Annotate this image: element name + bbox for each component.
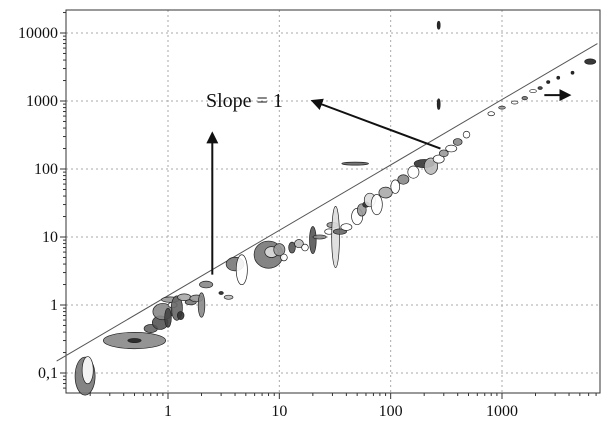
data-ellipse xyxy=(280,253,288,262)
data-ellipse xyxy=(584,58,597,65)
data-ellipse xyxy=(340,223,353,231)
data-ellipse xyxy=(510,100,519,105)
data-ellipse xyxy=(529,89,537,93)
data-ellipse xyxy=(498,105,506,110)
data-ellipse xyxy=(436,20,441,30)
data-ellipse xyxy=(199,280,214,289)
annotation-arrows xyxy=(206,89,572,275)
data-ellipse xyxy=(288,241,296,254)
data-ellipse xyxy=(197,292,206,318)
data-ellipse xyxy=(127,338,142,343)
data-ellipse xyxy=(407,165,420,179)
data-ellipse xyxy=(546,80,551,84)
data-ellipse xyxy=(423,157,438,175)
data-ellipse xyxy=(273,243,286,257)
data-ellipse xyxy=(521,96,528,101)
data-ellipse xyxy=(397,174,410,185)
data-ellipse xyxy=(218,291,224,295)
data-ellipse xyxy=(436,98,441,110)
data-ellipse xyxy=(570,70,575,75)
data-ellipse xyxy=(294,239,304,249)
y-tick-label: 1000 xyxy=(26,93,58,110)
y-tick-label: 1 xyxy=(50,297,58,314)
y-tick-label: 10000 xyxy=(18,25,58,42)
data-ellipse xyxy=(309,226,317,255)
data-ellipse xyxy=(164,307,172,328)
data-ellipse xyxy=(556,75,561,80)
data-ellipse xyxy=(537,86,543,90)
plot-frame xyxy=(65,9,601,394)
x-tick-label: 10 xyxy=(271,403,287,420)
x-tick-labels: 1 10 100 1000 xyxy=(164,403,518,420)
data-ellipse xyxy=(81,356,94,385)
data-ellipse xyxy=(235,254,248,286)
data-ellipse xyxy=(452,138,463,146)
data-ellipse xyxy=(487,111,495,117)
data-ellipse xyxy=(432,154,445,164)
data-ellipse xyxy=(445,144,458,153)
data-ellipse xyxy=(378,186,393,199)
y-tick-label: 0,1 xyxy=(38,365,58,382)
grid xyxy=(60,10,600,399)
y-tick-label: 100 xyxy=(34,161,58,178)
data-ellipse xyxy=(301,243,309,252)
data-ellipse xyxy=(223,294,234,300)
data-ellipse xyxy=(331,206,340,268)
slope-reference-line xyxy=(56,43,598,362)
x-tick-label: 1 xyxy=(164,403,172,420)
annotation-arrow xyxy=(310,98,441,150)
data-ellipse xyxy=(370,194,383,216)
data-ellipse xyxy=(341,161,369,166)
data-ellipse xyxy=(176,311,185,320)
data-ellipse xyxy=(312,234,327,240)
data-ellipses xyxy=(74,20,597,396)
y-tick-labels: 0,1 1 10 100 1000 10000 xyxy=(18,25,58,382)
data-ellipse xyxy=(462,130,471,139)
y-tick-label: 10 xyxy=(42,229,58,246)
data-ellipse xyxy=(438,149,449,158)
x-tick-label: 100 xyxy=(379,403,403,420)
data-ellipse xyxy=(390,179,401,194)
x-tick-label: 1000 xyxy=(486,403,518,420)
slope-annotation: Slope = 1 xyxy=(206,90,283,112)
